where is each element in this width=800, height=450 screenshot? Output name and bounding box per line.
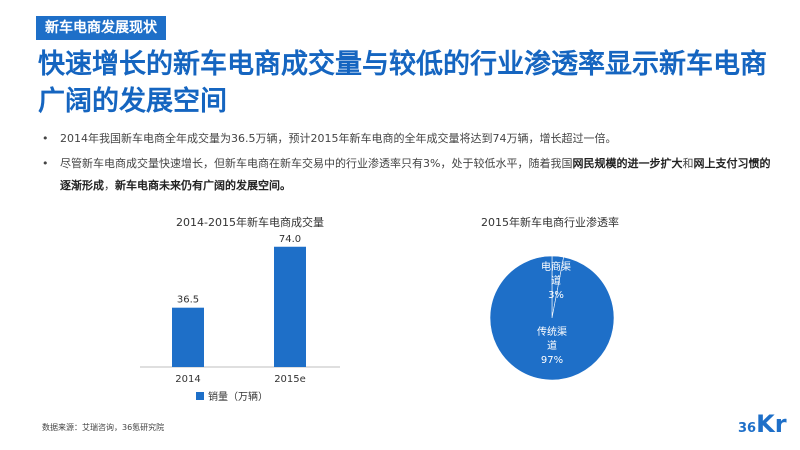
bullet-text-2c: 和 [682, 157, 694, 170]
bar-2015e [274, 246, 306, 367]
x-tick-label-2015e: 2015e [274, 374, 306, 385]
bullet-emphasis-outlook: 新车电商未来仍有广阔的发展空间。 [115, 179, 291, 192]
page-title: 快速增长的新车电商成交量与较低的行业渗透率显示新车电商广阔的发展空间 [38, 49, 767, 117]
bullet-text-2a: 尽管新车电商成交量快速增长，但新车电商在新车交易中的行业渗透率只有3%，处于较低… [60, 157, 573, 170]
bullet-marker: • [42, 132, 49, 145]
bar-value-label-2014: 36.5 [177, 295, 199, 306]
bar-2014 [172, 307, 204, 367]
bullet-item-1: • 2014年我国新车电商全年成交量为36.5万辆，预计2015年新车电商的全年… [36, 128, 776, 150]
bar-chart-title: 2014-2015年新车电商成交量 [176, 215, 324, 229]
bullet-item-2: • 尽管新车电商成交量快速增长，但新车电商在新车交易中的行业渗透率只有3%，处于… [36, 153, 776, 197]
bullet-list: • 2014年我国新车电商全年成交量为36.5万辆，预计2015年新车电商的全年… [36, 128, 776, 200]
logo-letters: Kr [756, 410, 787, 438]
logo-number: 36 [738, 421, 757, 436]
section-tag: 新车电商发展现状 [36, 16, 166, 40]
bullet-emphasis-payment: 网上支付习惯的逐渐形成 [60, 157, 771, 192]
legend-swatch [196, 392, 204, 400]
bullet-text-2e: ， [104, 179, 115, 192]
data-source-note: 数据来源：艾瑞咨询，36氪研究院 [42, 423, 165, 432]
bullet-marker: • [42, 157, 49, 170]
bullet-emphasis-netizens: 网民规模的进一步扩大 [572, 157, 683, 170]
bullet-text-1: 2014年我国新车电商全年成交量为36.5万辆，预计2015年新车电商的全年成交… [60, 132, 617, 145]
x-tick-label-2014: 2014 [175, 374, 200, 385]
brand-logo: 36Kr [738, 410, 787, 438]
bar-value-label-2015e: 74.0 [279, 234, 301, 245]
legend-label: 销量（万辆） [208, 390, 268, 403]
